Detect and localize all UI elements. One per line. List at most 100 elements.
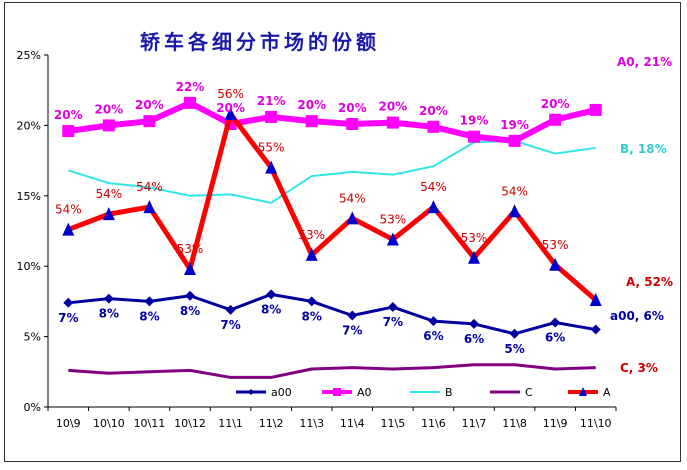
data-point-a00 <box>185 290 195 301</box>
data-label-A0: 20% <box>541 97 570 111</box>
data-point-A0 <box>184 96 196 109</box>
data-point-a00 <box>63 297 74 308</box>
y-tick-label: 0% <box>24 401 41 414</box>
data-label-A0: 22% <box>176 80 205 94</box>
data-point-A0 <box>305 115 318 128</box>
data-label-A0: 19% <box>460 114 489 128</box>
y-tick-label: 5% <box>24 331 41 344</box>
legend-label-A0: A0 <box>357 386 372 399</box>
data-label-A: 55% <box>258 141 285 155</box>
data-point-A0 <box>62 125 75 138</box>
x-tick-label: 11\6 <box>421 417 446 430</box>
data-label-A0: 20% <box>54 108 83 122</box>
data-label-a00: 7% <box>342 323 362 337</box>
legend-label-a00: a00 <box>271 386 292 399</box>
data-label-A: 54% <box>55 203 82 217</box>
y-tick-label: 20% <box>17 119 41 132</box>
data-label-A0: 21% <box>257 94 286 108</box>
data-point-A0 <box>549 113 562 126</box>
data-point-a00 <box>509 328 520 339</box>
data-label-a00: 8% <box>180 304 200 318</box>
series-line-a00 <box>68 292 596 336</box>
series-line-C <box>68 363 596 379</box>
data-label-a00: 7% <box>58 311 78 325</box>
data-label-a00: 7% <box>220 318 240 332</box>
data-point-A <box>346 211 359 225</box>
data-point-A0 <box>102 119 115 132</box>
end-label-A: A, 52% <box>626 275 673 289</box>
y-tick-label: 25% <box>17 49 41 62</box>
x-tick-label: 11\5 <box>381 417 406 430</box>
y-tick-label: 15% <box>17 190 41 203</box>
x-tick-label: 10\11 <box>134 417 166 430</box>
data-label-A: 54% <box>136 180 163 194</box>
end-label-C: C, 3% <box>620 361 658 375</box>
data-point-A <box>468 250 480 264</box>
x-tick-label: 11\4 <box>340 417 365 430</box>
x-tick-label: 11\9 <box>543 417 568 430</box>
data-point-A0 <box>265 110 278 123</box>
data-point-A <box>224 107 237 121</box>
data-point-a00 <box>306 296 317 307</box>
data-label-A: 53% <box>461 231 488 245</box>
x-tick-label: 11\8 <box>502 417 527 430</box>
data-label-A: 53% <box>298 228 325 242</box>
data-label-A: 54% <box>420 180 447 194</box>
x-tick-label: 10\10 <box>93 417 125 430</box>
x-tick-label: 10\9 <box>56 417 81 430</box>
data-label-A: 53% <box>542 238 569 252</box>
data-point-A0 <box>143 115 156 128</box>
chart-frame <box>4 2 681 462</box>
data-point-a00 <box>469 318 479 329</box>
x-tick-label: 10\12 <box>174 417 206 430</box>
data-label-A: 54% <box>501 184 528 198</box>
data-label-A0: 19% <box>500 118 529 132</box>
data-point-a00 <box>144 296 155 307</box>
data-point-a00 <box>347 310 358 321</box>
data-label-A: 56% <box>217 87 244 101</box>
x-tick-label: 11\10 <box>580 417 612 430</box>
data-point-A <box>589 292 602 306</box>
data-label-A0: 20% <box>338 101 367 115</box>
data-label-A0: 20% <box>297 98 326 112</box>
data-point-A0 <box>508 134 521 147</box>
data-point-A0 <box>468 130 480 143</box>
data-point-a00 <box>428 316 439 327</box>
data-point-A <box>102 207 115 221</box>
data-point-A <box>427 200 440 214</box>
legend-marker-A0 <box>333 388 341 396</box>
end-label-a00: a00, 6% <box>610 309 664 323</box>
data-label-a00: 5% <box>504 342 524 356</box>
data-point-A0 <box>346 117 359 130</box>
series-line-A0 <box>67 99 597 144</box>
legend-label-A: A <box>603 386 611 399</box>
x-tick-label: 11\7 <box>462 417 487 430</box>
data-label-A0: 20% <box>135 98 164 112</box>
data-point-A <box>386 232 399 246</box>
data-label-a00: 7% <box>383 315 403 329</box>
data-label-A: 54% <box>339 191 366 205</box>
legend-marker-a00 <box>248 389 254 395</box>
x-tick-label: 11\2 <box>259 417 284 430</box>
chart-title: 轿车各细分市场的份额 <box>140 30 380 54</box>
data-point-a00 <box>103 293 114 304</box>
data-point-A <box>549 257 562 271</box>
data-label-a00: 6% <box>464 332 484 346</box>
data-point-A <box>508 204 521 218</box>
data-point-A0 <box>386 116 399 129</box>
data-point-A0 <box>589 103 602 116</box>
data-label-A: 53% <box>177 242 204 256</box>
data-point-A <box>143 200 156 214</box>
data-label-A0: 20% <box>378 100 407 114</box>
data-label-A0: 20% <box>94 102 123 116</box>
data-point-A0 <box>427 120 440 133</box>
x-tick-label: 11\1 <box>218 417 243 430</box>
data-point-a00 <box>550 317 561 328</box>
legend-marker-A <box>579 387 587 396</box>
data-point-A <box>62 222 75 236</box>
data-label-A: 53% <box>380 212 407 226</box>
data-label-A: 54% <box>96 187 123 201</box>
data-label-a00: 6% <box>423 329 443 343</box>
y-tick-label: 10% <box>17 260 41 273</box>
